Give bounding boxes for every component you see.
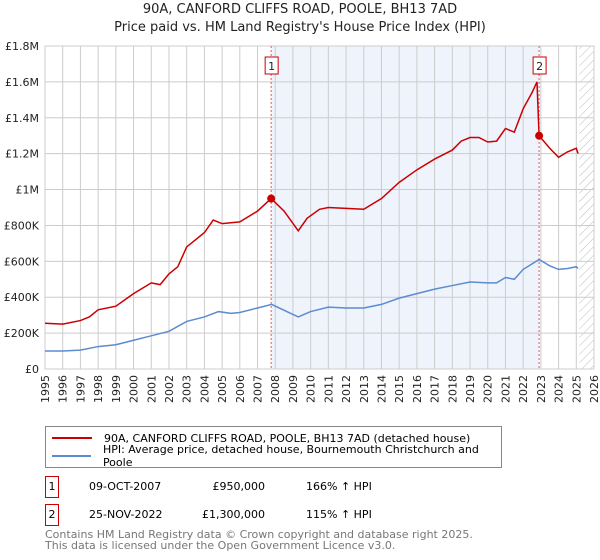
sale-period-shading xyxy=(271,46,540,369)
x-tick-label: 2019 xyxy=(464,375,477,403)
sale-row: 2 25-NOV-2022 £1,300,000 115% ↑ HPI xyxy=(45,504,445,526)
x-tick-label: 2020 xyxy=(482,375,495,403)
y-tick-label: £1.2M xyxy=(5,148,39,161)
x-tick-label: 1997 xyxy=(74,375,87,403)
sale-marker: 1 xyxy=(45,476,59,498)
x-tick-label: 2018 xyxy=(446,375,459,403)
x-tick-label: 2010 xyxy=(305,375,318,403)
y-tick-label: £1.8M xyxy=(5,40,39,53)
x-tick-label: 2003 xyxy=(181,375,194,403)
sale-date: 09-OCT-2007 xyxy=(89,480,162,493)
y-tick-label: £1M xyxy=(16,184,40,197)
y-tick-label: £800K xyxy=(4,219,40,232)
x-tick-label: 2013 xyxy=(358,375,371,403)
footer: Contains HM Land Registry data © Crown c… xyxy=(45,529,473,551)
legend: 90A, CANFORD CLIFFS ROAD, POOLE, BH13 7A… xyxy=(45,426,502,469)
x-tick-label: 2014 xyxy=(375,375,388,403)
sale-point xyxy=(267,194,276,203)
legend-swatch xyxy=(52,455,91,457)
x-tick-label: 2011 xyxy=(322,375,335,403)
footer-licence: This data is licensed under the Open Gov… xyxy=(45,539,396,552)
sale-point xyxy=(535,131,544,140)
sale-date: 25-NOV-2022 xyxy=(89,508,163,521)
x-tick-label: 2004 xyxy=(198,375,211,403)
y-tick-label: £200K xyxy=(4,327,40,340)
footer-copyright: Contains HM Land Registry data © Crown c… xyxy=(45,528,473,541)
property-price-line xyxy=(44,81,579,325)
x-tick-label: 2021 xyxy=(499,375,512,403)
x-tick-label: 2024 xyxy=(553,375,566,403)
y-tick-label: £1.4M xyxy=(5,112,39,125)
x-tick-label: 2017 xyxy=(429,375,442,403)
legend-swatch xyxy=(52,437,92,439)
x-tick-label: 2002 xyxy=(163,375,176,403)
x-tick-label: 1999 xyxy=(110,375,123,403)
sale-marker: 2 xyxy=(45,504,59,526)
sale-hpi: 115% ↑ HPI xyxy=(306,508,372,521)
y-tick-label: £1.6M xyxy=(5,76,39,89)
x-tick-label: 1995 xyxy=(39,375,52,403)
sale-price: £950,000 xyxy=(212,480,266,493)
sale-row: 1 09-OCT-2007 £950,000 166% ↑ HPI xyxy=(45,476,445,498)
y-tick-label: £600K xyxy=(4,255,40,268)
x-tick-label: 2026 xyxy=(588,375,600,403)
x-tick-label: 2005 xyxy=(216,375,229,403)
legend-item-hpi: HPI: Average price, detached house, Bour… xyxy=(52,443,501,469)
chart-subtitle: Price paid vs. HM Land Registry's House … xyxy=(114,20,486,35)
sale-marker-box xyxy=(532,56,547,75)
legend-label: HPI: Average price, detached house, Bour… xyxy=(102,443,479,469)
x-tick-label: 2000 xyxy=(128,375,141,403)
x-tick-label: 2009 xyxy=(287,375,300,403)
x-tick-label: 1998 xyxy=(92,375,105,403)
x-tick-label: 2022 xyxy=(517,375,530,403)
x-tick-label: 1996 xyxy=(57,375,70,403)
forecast-hatch xyxy=(579,46,594,369)
x-tick-label: 2007 xyxy=(252,375,265,403)
x-tick-label: 2006 xyxy=(234,375,247,403)
x-tick-label: 2016 xyxy=(411,375,424,403)
x-tick-label: 2023 xyxy=(535,375,548,403)
sale-marker-box xyxy=(264,56,279,75)
legend-item-property: 90A, CANFORD CLIFFS ROAD, POOLE, BH13 7A… xyxy=(52,430,470,446)
legend-label: 90A, CANFORD CLIFFS ROAD, POOLE, BH13 7A… xyxy=(104,431,471,445)
chart-title: 90A, CANFORD CLIFFS ROAD, POOLE, BH13 7A… xyxy=(142,2,458,17)
sale-hpi: 166% ↑ HPI xyxy=(306,480,372,493)
x-tick-label: 2015 xyxy=(393,375,406,403)
sale-marker-label: 1 xyxy=(268,60,275,73)
plot-border xyxy=(44,45,595,370)
sale-price: £1,300,000 xyxy=(202,508,265,521)
x-tick-label: 2012 xyxy=(340,375,353,403)
y-tick-label: £0 xyxy=(25,363,39,376)
hpi-line xyxy=(45,258,579,352)
x-tick-label: 2008 xyxy=(269,375,282,403)
chart-plot: 1995 1996 1997 1998 1999 2000 2001 2002 2003 2004… xyxy=(4,40,600,403)
x-tick-label: 2025 xyxy=(570,375,583,403)
y-tick-label: £400K xyxy=(4,291,40,304)
sale-marker-label: 2 xyxy=(536,60,543,73)
x-tick-label: 2001 xyxy=(145,375,158,403)
